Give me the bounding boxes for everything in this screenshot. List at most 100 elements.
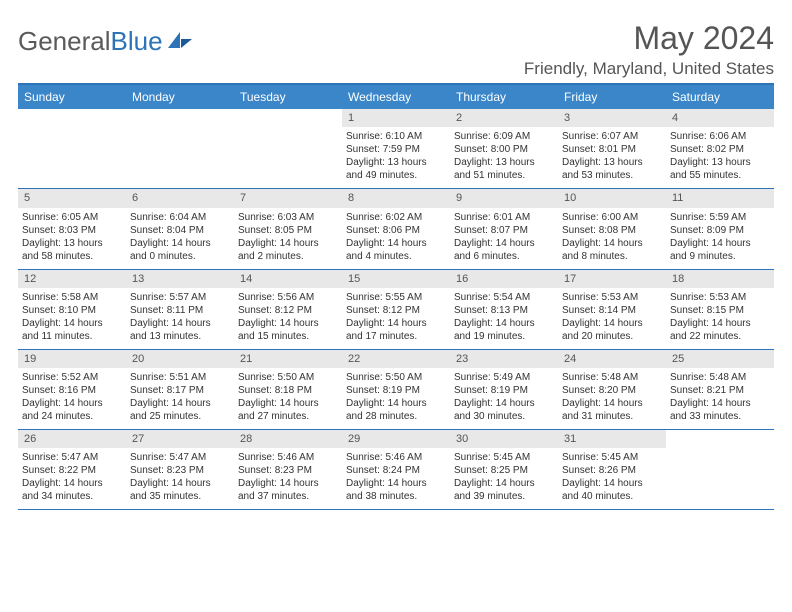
info-line: Sunset: 8:06 PM [346,224,446,237]
info-line: Daylight: 14 hours [130,477,230,490]
info-line: Sunrise: 5:56 AM [238,291,338,304]
info-line: Sunset: 8:08 PM [562,224,662,237]
day-number: 25 [666,350,774,368]
info-line: Daylight: 13 hours [346,156,446,169]
day-info: Sunrise: 5:45 AMSunset: 8:26 PMDaylight:… [558,448,666,509]
info-line: and 15 minutes. [238,330,338,343]
info-line: Daylight: 14 hours [130,317,230,330]
info-line: Daylight: 14 hours [670,317,770,330]
day-header-cell: Tuesday [234,85,342,109]
day-cell: 11Sunrise: 5:59 AMSunset: 8:09 PMDayligh… [666,189,774,268]
day-cell: 21Sunrise: 5:50 AMSunset: 8:18 PMDayligh… [234,350,342,429]
day-cell: . [234,109,342,188]
info-line: Sunset: 8:20 PM [562,384,662,397]
day-number: 8 [342,189,450,207]
info-line: Sunrise: 5:53 AM [562,291,662,304]
info-line: Daylight: 14 hours [130,237,230,250]
day-info: Sunrise: 5:54 AMSunset: 8:13 PMDaylight:… [450,288,558,349]
day-number: 13 [126,270,234,288]
info-line: Sunset: 8:24 PM [346,464,446,477]
day-cell: . [666,430,774,509]
info-line: and 6 minutes. [454,250,554,263]
day-number: 29 [342,430,450,448]
info-line: Sunrise: 6:04 AM [130,211,230,224]
info-line: Daylight: 14 hours [238,237,338,250]
day-header-cell: Wednesday [342,85,450,109]
day-info: Sunrise: 5:53 AMSunset: 8:15 PMDaylight:… [666,288,774,349]
info-line: Sunrise: 5:48 AM [670,371,770,384]
info-line: and 30 minutes. [454,410,554,423]
info-line: and 22 minutes. [670,330,770,343]
day-number: 10 [558,189,666,207]
day-number: 7 [234,189,342,207]
info-line: Daylight: 14 hours [22,477,122,490]
info-line: and 55 minutes. [670,169,770,182]
info-line: Daylight: 14 hours [562,397,662,410]
info-line: Sunrise: 5:50 AM [238,371,338,384]
info-line: and 13 minutes. [130,330,230,343]
info-line: and 49 minutes. [346,169,446,182]
day-header-cell: Friday [558,85,666,109]
day-info: Sunrise: 5:48 AMSunset: 8:21 PMDaylight:… [666,368,774,429]
day-number: 31 [558,430,666,448]
info-line: Sunset: 8:14 PM [562,304,662,317]
info-line: Sunrise: 5:59 AM [670,211,770,224]
info-line: and 35 minutes. [130,490,230,503]
info-line: Sunset: 8:22 PM [22,464,122,477]
info-line: and 53 minutes. [562,169,662,182]
day-info: Sunrise: 6:06 AMSunset: 8:02 PMDaylight:… [666,127,774,188]
info-line: and 37 minutes. [238,490,338,503]
day-info: Sunrise: 6:05 AMSunset: 8:03 PMDaylight:… [18,208,126,269]
info-line: Sunrise: 6:01 AM [454,211,554,224]
day-cell: 10Sunrise: 6:00 AMSunset: 8:08 PMDayligh… [558,189,666,268]
info-line: Sunset: 8:00 PM [454,143,554,156]
day-header-cell: Saturday [666,85,774,109]
day-cell: 2Sunrise: 6:09 AMSunset: 8:00 PMDaylight… [450,109,558,188]
day-number: 20 [126,350,234,368]
day-cell: 29Sunrise: 5:46 AMSunset: 8:24 PMDayligh… [342,430,450,509]
day-cell: 31Sunrise: 5:45 AMSunset: 8:26 PMDayligh… [558,430,666,509]
info-line: Sunrise: 6:00 AM [562,211,662,224]
day-number: 21 [234,350,342,368]
info-line: Daylight: 14 hours [670,397,770,410]
info-line: Daylight: 14 hours [346,477,446,490]
info-line: Sunset: 8:04 PM [130,224,230,237]
day-number: 30 [450,430,558,448]
logo-sail-icon [166,30,194,50]
info-line: Sunrise: 5:53 AM [670,291,770,304]
day-cell: 14Sunrise: 5:56 AMSunset: 8:12 PMDayligh… [234,270,342,349]
day-info: Sunrise: 5:47 AMSunset: 8:23 PMDaylight:… [126,448,234,509]
info-line: and 17 minutes. [346,330,446,343]
info-line: and 24 minutes. [22,410,122,423]
day-cell: 9Sunrise: 6:01 AMSunset: 8:07 PMDaylight… [450,189,558,268]
day-number: 17 [558,270,666,288]
day-number: 9 [450,189,558,207]
day-header-cell: Monday [126,85,234,109]
info-line: and 34 minutes. [22,490,122,503]
day-number: 3 [558,109,666,127]
day-cell: 15Sunrise: 5:55 AMSunset: 8:12 PMDayligh… [342,270,450,349]
week-row: . . . 1Sunrise: 6:10 AMSunset: 7:59 PMDa… [18,109,774,189]
info-line: Daylight: 14 hours [346,317,446,330]
info-line: Sunrise: 5:45 AM [454,451,554,464]
day-info: Sunrise: 5:55 AMSunset: 8:12 PMDaylight:… [342,288,450,349]
info-line: Sunrise: 6:09 AM [454,130,554,143]
day-info: Sunrise: 5:45 AMSunset: 8:25 PMDaylight:… [450,448,558,509]
info-line: Sunset: 8:23 PM [130,464,230,477]
day-number: 1 [342,109,450,127]
info-line: Sunset: 7:59 PM [346,143,446,156]
day-cell: 13Sunrise: 5:57 AMSunset: 8:11 PMDayligh… [126,270,234,349]
info-line: Daylight: 14 hours [346,397,446,410]
day-number: 14 [234,270,342,288]
info-line: and 4 minutes. [346,250,446,263]
info-line: Sunrise: 6:07 AM [562,130,662,143]
info-line: Sunset: 8:23 PM [238,464,338,477]
week-row: 26Sunrise: 5:47 AMSunset: 8:22 PMDayligh… [18,430,774,510]
day-cell: 26Sunrise: 5:47 AMSunset: 8:22 PMDayligh… [18,430,126,509]
location: Friendly, Maryland, United States [524,59,774,79]
logo-text-2: Blue [111,26,163,57]
info-line: Sunrise: 6:03 AM [238,211,338,224]
day-info: Sunrise: 5:50 AMSunset: 8:18 PMDaylight:… [234,368,342,429]
day-info: Sunrise: 5:51 AMSunset: 8:17 PMDaylight:… [126,368,234,429]
info-line: Sunset: 8:09 PM [670,224,770,237]
